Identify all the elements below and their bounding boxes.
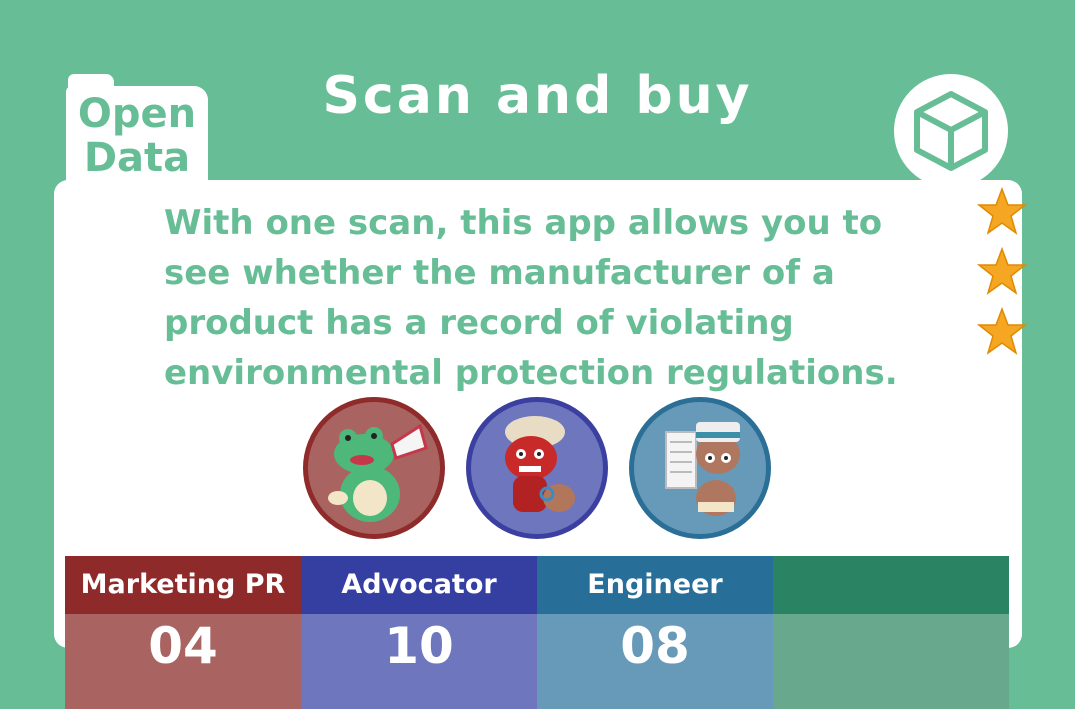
open-data-label-line1: Open: [77, 91, 197, 137]
card-title: Scan and buy: [322, 66, 753, 126]
frog-megaphone-avatar: [303, 397, 445, 539]
red-creature-avatar: [466, 397, 608, 539]
stat-head-empty: [773, 556, 1009, 614]
stat-value-marketing-pr: 04: [65, 614, 301, 709]
stat-value-engineer: 08: [537, 614, 773, 709]
open-data-label-line2: Data: [83, 135, 191, 181]
cube-icon: [914, 91, 988, 171]
star-icon: [976, 306, 1028, 355]
stat-head-advocator: Advocator: [301, 556, 537, 614]
star-icon: [976, 246, 1028, 295]
card-description: With one scan, this app allows you to se…: [164, 203, 898, 393]
stat-head-marketing-pr: Marketing PR: [65, 556, 301, 614]
stat-head-engineer: Engineer: [537, 556, 773, 614]
open-data-tab: [66, 86, 208, 186]
stat-value-advocator: 10: [301, 614, 537, 709]
paper-carrier-avatar: [629, 397, 771, 539]
stat-value-empty: [773, 614, 1009, 709]
open-data-label: Open Data: [66, 92, 208, 180]
star-icon: [976, 186, 1028, 235]
cube-badge: [894, 74, 1008, 188]
